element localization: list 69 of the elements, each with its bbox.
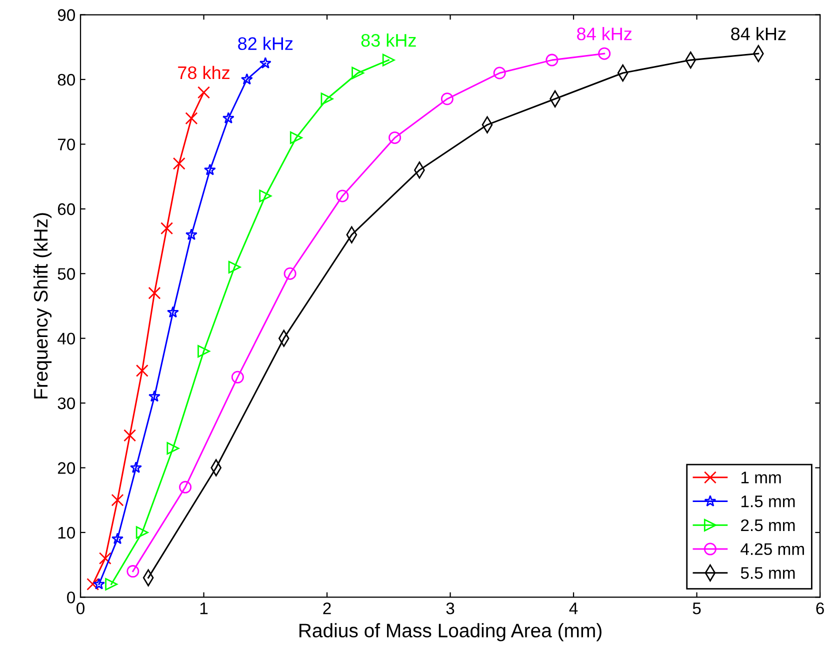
annotation: 78 khz bbox=[178, 66, 230, 80]
point bbox=[493, 66, 506, 80]
annotation: 82 kHz bbox=[238, 36, 293, 50]
point bbox=[546, 54, 558, 66]
annotation: 84 kHz bbox=[731, 27, 786, 40]
point bbox=[259, 190, 272, 202]
point bbox=[148, 390, 160, 402]
legend-label: 4.25 mm bbox=[740, 543, 804, 556]
x-tick-label: 4 bbox=[569, 602, 578, 614]
point bbox=[222, 112, 234, 124]
point bbox=[93, 578, 105, 590]
point bbox=[198, 86, 210, 99]
annotation: 84 kHz bbox=[577, 27, 632, 40]
point bbox=[336, 190, 349, 202]
point bbox=[598, 47, 611, 60]
point bbox=[204, 164, 216, 176]
point bbox=[166, 442, 180, 455]
point bbox=[284, 267, 296, 280]
x-tick-label: 6 bbox=[816, 602, 824, 614]
point bbox=[160, 222, 174, 235]
y-tick-label: 80 bbox=[58, 74, 75, 86]
point bbox=[228, 260, 241, 274]
point bbox=[86, 578, 100, 590]
x-axis-title: Radius of Mass Loading Area (mm) bbox=[300, 623, 602, 642]
point bbox=[172, 157, 186, 170]
x-tick-label: 3 bbox=[446, 602, 454, 614]
y-tick-label: 0 bbox=[67, 592, 75, 604]
point bbox=[440, 92, 454, 106]
point bbox=[148, 286, 161, 300]
point bbox=[290, 131, 302, 144]
legend-label: 1 mm bbox=[741, 472, 781, 484]
point bbox=[126, 565, 140, 578]
point bbox=[388, 131, 402, 144]
point bbox=[382, 54, 395, 66]
x-tick-label: 1 bbox=[200, 602, 208, 614]
x-tick-label: 5 bbox=[692, 602, 701, 614]
y-tick-label: 10 bbox=[58, 526, 75, 539]
point bbox=[185, 112, 198, 125]
y-tick-label: 30 bbox=[58, 397, 75, 410]
point bbox=[166, 306, 179, 318]
point bbox=[231, 370, 244, 384]
point bbox=[105, 578, 118, 590]
point bbox=[130, 462, 142, 473]
y-axis-title: Frequency Shift (kHz) bbox=[33, 213, 52, 398]
point bbox=[136, 526, 148, 539]
y-tick-label: 40 bbox=[57, 332, 75, 345]
point bbox=[352, 66, 364, 80]
y-tick-label: 60 bbox=[58, 203, 75, 216]
legend-label: 2.5 mm bbox=[741, 519, 795, 532]
y-tick-label: 90 bbox=[58, 9, 75, 21]
point bbox=[240, 73, 253, 85]
legend-label: 5.5 mm bbox=[740, 567, 795, 579]
point bbox=[185, 228, 198, 240]
point bbox=[259, 57, 272, 68]
point bbox=[111, 494, 124, 506]
point bbox=[112, 532, 124, 544]
legend-label: 1.5 mm bbox=[741, 496, 795, 508]
point bbox=[179, 480, 192, 494]
point bbox=[136, 364, 148, 377]
y-tick-label: 20 bbox=[58, 462, 75, 474]
point bbox=[320, 92, 334, 106]
x-tick-label: 2 bbox=[323, 602, 331, 614]
y-tick-label: 50 bbox=[58, 268, 75, 280]
point bbox=[98, 552, 112, 565]
x-tick-label: 0 bbox=[76, 602, 84, 614]
annotation: 83 kHz bbox=[361, 34, 416, 47]
point bbox=[124, 429, 136, 442]
point bbox=[198, 345, 210, 358]
y-tick-label: 70 bbox=[58, 138, 75, 150]
